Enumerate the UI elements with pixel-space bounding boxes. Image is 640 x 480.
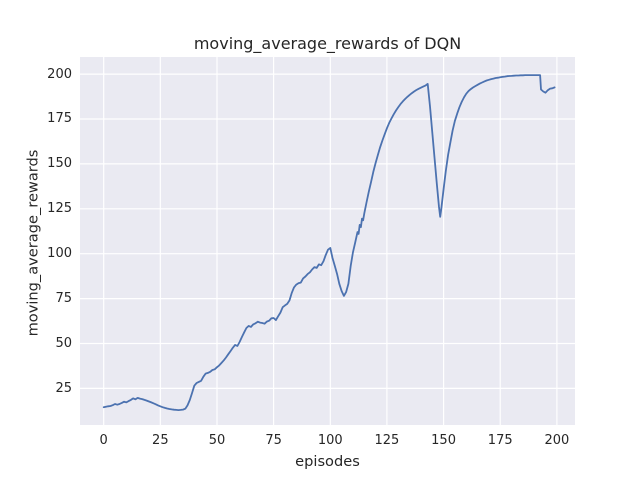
x-tick-label: 75 xyxy=(265,433,282,448)
x-tick-label: 25 xyxy=(152,433,169,448)
y-tick-label: 25 xyxy=(55,380,72,396)
x-tick-label: 0 xyxy=(99,433,108,448)
x-tick-label: 150 xyxy=(431,433,456,448)
y-tick-label: 150 xyxy=(47,156,72,172)
x-tick-label: 125 xyxy=(374,433,400,448)
x-tick-label: 200 xyxy=(544,433,570,448)
axes-background xyxy=(80,57,575,425)
x-tick-label: 175 xyxy=(487,433,513,448)
y-tick-label: 175 xyxy=(47,111,72,127)
y-axis-label: moving_average_rewards xyxy=(24,149,42,337)
y-tick-label: 125 xyxy=(47,201,72,217)
chart-title: moving_average_rewards of DQN xyxy=(193,34,462,53)
x-tick-label: 100 xyxy=(317,433,343,448)
y-tick-label: 50 xyxy=(55,335,72,351)
x-tick-label: 50 xyxy=(208,433,226,448)
y-tick-label: 200 xyxy=(47,66,72,82)
reward-line xyxy=(102,74,556,412)
line-plot-canvas xyxy=(80,57,575,425)
y-tick-label: 100 xyxy=(47,246,72,262)
x-axis-label: episodes xyxy=(295,453,360,470)
y-tick-label: 75 xyxy=(55,291,72,307)
plot-area xyxy=(80,57,575,425)
